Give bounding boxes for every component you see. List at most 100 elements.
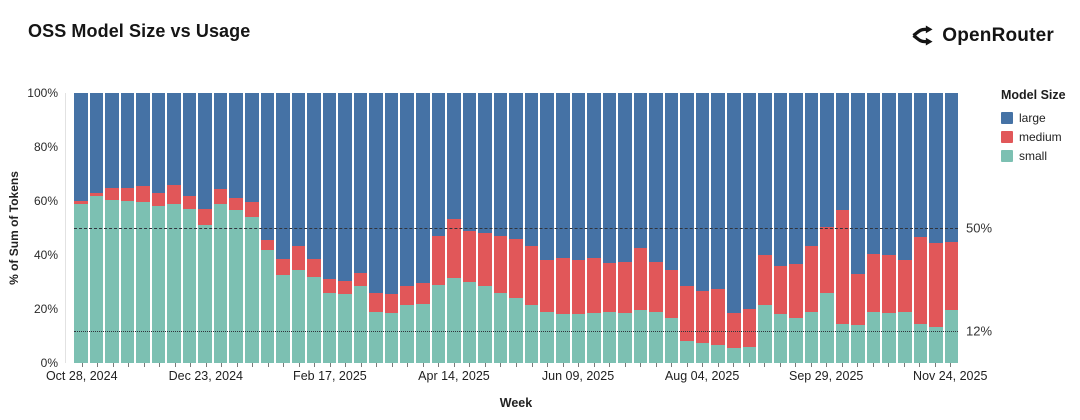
bar-segment-small[interactable] xyxy=(213,203,228,363)
bar-segment-small[interactable] xyxy=(680,341,694,363)
bar-segment-small[interactable] xyxy=(353,286,368,363)
bar-segment-medium[interactable] xyxy=(291,245,306,270)
bar-week[interactable] xyxy=(353,93,368,363)
bar-segment-medium[interactable] xyxy=(307,259,321,277)
bar-segment-large[interactable] xyxy=(680,93,694,287)
bar-segment-medium[interactable] xyxy=(431,236,446,285)
bar-week[interactable] xyxy=(587,93,601,363)
bar-week[interactable] xyxy=(913,93,928,363)
bar-week[interactable] xyxy=(462,93,477,363)
bar-segment-large[interactable] xyxy=(167,93,181,185)
bar-week[interactable] xyxy=(260,93,275,363)
bar-segment-medium[interactable] xyxy=(89,192,104,196)
bar-segment-large[interactable] xyxy=(742,93,757,310)
bar-segment-small[interactable] xyxy=(695,342,710,363)
bar-week[interactable] xyxy=(571,93,586,363)
bar-segment-medium[interactable] xyxy=(384,294,399,314)
bar-segment-small[interactable] xyxy=(835,323,850,363)
bar-segment-small[interactable] xyxy=(276,275,290,363)
bar-segment-medium[interactable] xyxy=(478,233,492,287)
bar-segment-large[interactable] xyxy=(136,93,150,187)
bar-segment-small[interactable] xyxy=(260,249,275,363)
bar-segment-medium[interactable] xyxy=(835,210,850,324)
bar-segment-small[interactable] xyxy=(493,292,508,363)
bar-segment-medium[interactable] xyxy=(602,263,617,312)
bar-segment-small[interactable] xyxy=(571,314,586,363)
bar-segment-medium[interactable] xyxy=(851,273,865,326)
bar-segment-medium[interactable] xyxy=(882,255,896,314)
bar-segment-medium[interactable] xyxy=(213,188,228,204)
bar-segment-small[interactable] xyxy=(136,202,150,363)
bar-segment-large[interactable] xyxy=(245,93,259,203)
bar-segment-large[interactable] xyxy=(820,93,834,227)
bar-segment-large[interactable] xyxy=(866,93,881,254)
bar-segment-medium[interactable] xyxy=(680,286,694,342)
bar-segment-large[interactable] xyxy=(944,93,959,242)
bar-week[interactable] xyxy=(524,93,539,363)
bar-segment-small[interactable] xyxy=(338,294,352,363)
bar-week[interactable] xyxy=(493,93,508,363)
bar-segment-medium[interactable] xyxy=(493,236,508,293)
bar-segment-medium[interactable] xyxy=(524,245,539,305)
bar-segment-large[interactable] xyxy=(276,93,290,260)
bar-segment-small[interactable] xyxy=(322,292,337,363)
bar-segment-medium[interactable] xyxy=(198,209,212,226)
bar-segment-large[interactable] xyxy=(322,93,337,280)
bar-segment-large[interactable] xyxy=(711,93,725,289)
bar-segment-large[interactable] xyxy=(431,93,446,237)
bar-week[interactable] xyxy=(555,93,570,363)
bar-week[interactable] xyxy=(649,93,663,363)
bar-week[interactable] xyxy=(74,93,88,363)
bar-segment-medium[interactable] xyxy=(742,309,757,347)
bar-segment-small[interactable] xyxy=(120,201,135,363)
bar-week[interactable] xyxy=(151,93,166,363)
bar-week[interactable] xyxy=(695,93,710,363)
bar-week[interactable] xyxy=(198,93,212,363)
bar-segment-medium[interactable] xyxy=(664,269,679,319)
bar-week[interactable] xyxy=(136,93,150,363)
bar-segment-medium[interactable] xyxy=(136,186,150,203)
bar-segment-small[interactable] xyxy=(758,304,772,363)
bar-segment-medium[interactable] xyxy=(571,260,586,315)
bar-segment-medium[interactable] xyxy=(447,218,461,278)
bar-week[interactable] xyxy=(120,93,135,363)
bar-week[interactable] xyxy=(89,93,104,363)
bar-segment-medium[interactable] xyxy=(260,240,275,250)
bar-segment-large[interactable] xyxy=(695,93,710,292)
bar-segment-medium[interactable] xyxy=(229,198,244,211)
bar-segment-small[interactable] xyxy=(664,318,679,363)
bar-segment-medium[interactable] xyxy=(369,292,383,312)
bar-segment-large[interactable] xyxy=(929,93,943,243)
bar-week[interactable] xyxy=(416,93,430,363)
bar-segment-large[interactable] xyxy=(664,93,679,270)
bar-week[interactable] xyxy=(478,93,492,363)
bar-segment-medium[interactable] xyxy=(695,291,710,343)
bar-segment-medium[interactable] xyxy=(711,288,725,346)
bar-segment-large[interactable] xyxy=(120,93,135,188)
bar-week[interactable] xyxy=(447,93,461,363)
bar-segment-large[interactable] xyxy=(74,93,88,202)
openrouter-logo[interactable]: OpenRouter xyxy=(911,24,1054,47)
bar-segment-medium[interactable] xyxy=(897,260,912,312)
bar-segment-small[interactable] xyxy=(897,311,912,363)
bar-segment-medium[interactable] xyxy=(462,230,477,282)
bar-segment-small[interactable] xyxy=(742,346,757,363)
bar-segment-medium[interactable] xyxy=(618,261,632,314)
bar-segment-large[interactable] xyxy=(291,93,306,246)
bar-segment-large[interactable] xyxy=(587,93,601,258)
bar-segment-medium[interactable] xyxy=(338,280,352,295)
bar-segment-medium[interactable] xyxy=(758,255,772,305)
bar-week[interactable] xyxy=(633,93,648,363)
bar-segment-small[interactable] xyxy=(400,304,415,363)
bar-segment-large[interactable] xyxy=(509,93,523,239)
bar-segment-small[interactable] xyxy=(151,206,166,363)
bar-segment-medium[interactable] xyxy=(105,187,119,200)
bar-segment-medium[interactable] xyxy=(633,248,648,311)
bar-segment-large[interactable] xyxy=(493,93,508,237)
bar-week[interactable] xyxy=(944,93,959,363)
bar-segment-small[interactable] xyxy=(291,269,306,363)
bar-segment-small[interactable] xyxy=(711,345,725,363)
bar-week[interactable] xyxy=(773,93,788,363)
bar-week[interactable] xyxy=(338,93,352,363)
bar-segment-large[interactable] xyxy=(571,93,586,261)
